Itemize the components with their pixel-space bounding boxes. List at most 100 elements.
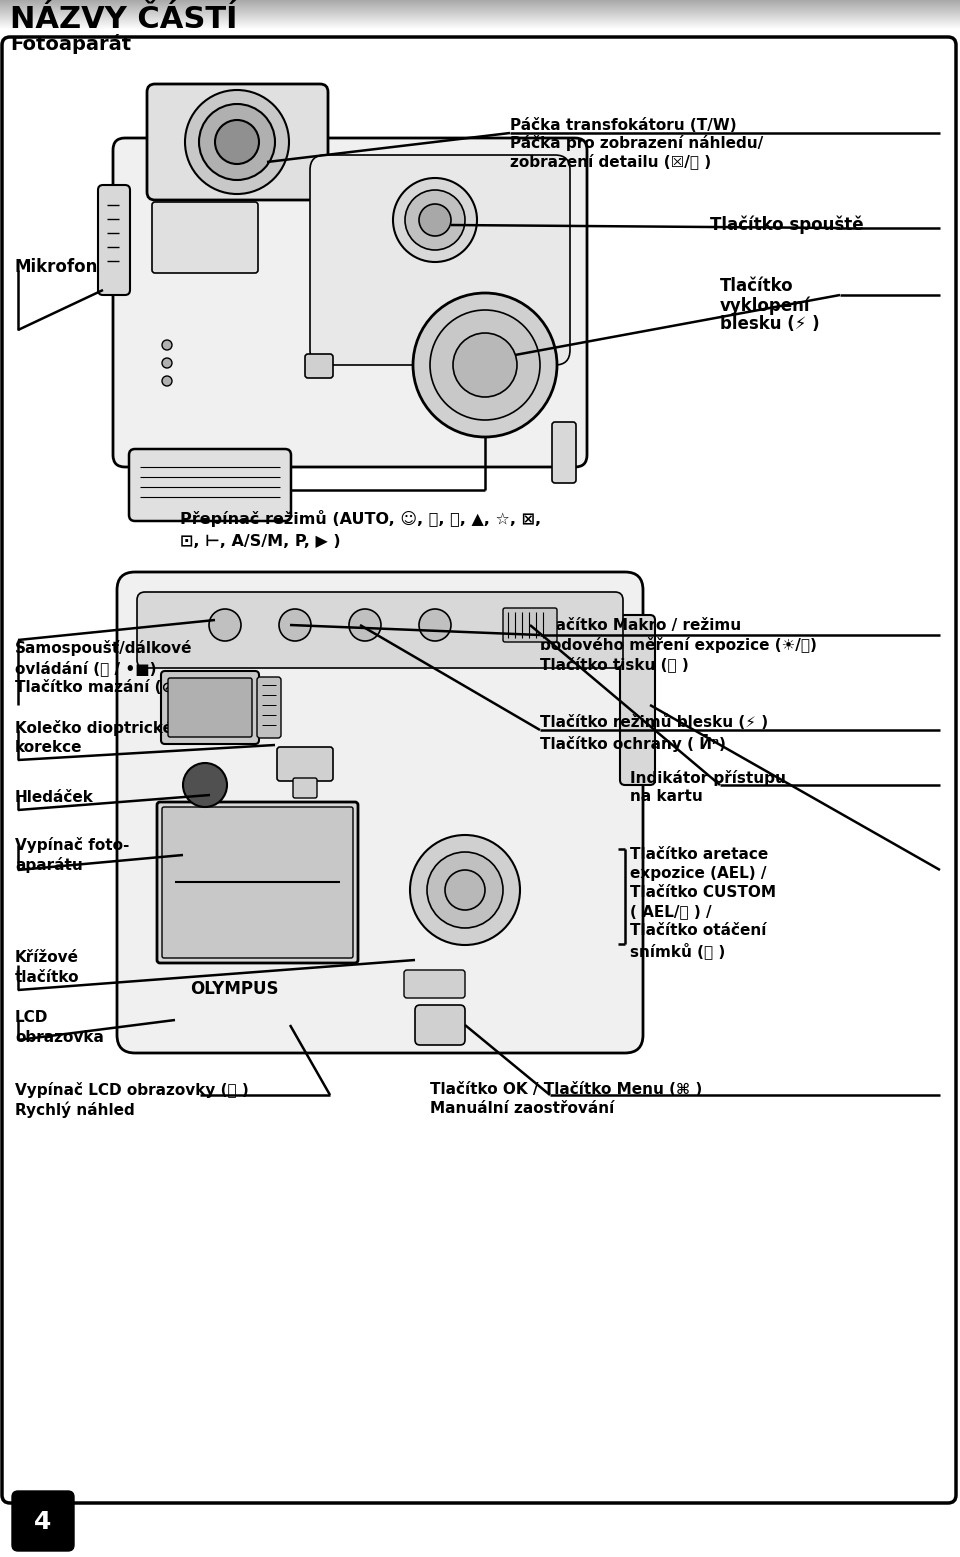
Circle shape [162, 358, 172, 367]
Circle shape [413, 293, 557, 438]
Text: Quick View: Quick View [410, 982, 452, 992]
FancyBboxPatch shape [503, 607, 557, 641]
Text: ☀: ☀ [278, 620, 287, 631]
Text: AEL/⎕: AEL/⎕ [283, 763, 306, 772]
Text: Kolečko dioptrické: Kolečko dioptrické [15, 719, 173, 736]
Text: aparátu: aparátu [15, 856, 83, 873]
FancyBboxPatch shape [137, 592, 623, 668]
FancyBboxPatch shape [129, 448, 291, 522]
FancyBboxPatch shape [117, 571, 643, 1053]
Circle shape [393, 177, 477, 262]
Circle shape [445, 870, 485, 909]
Text: ▲: ▲ [457, 853, 463, 863]
Text: Tlačítko: Tlačítko [720, 277, 794, 294]
Text: ⏲: ⏲ [210, 620, 216, 631]
Text: ⚡: ⚡ [312, 367, 319, 377]
FancyBboxPatch shape [113, 139, 587, 467]
Text: Tlačítko tisku (⎙ ): Tlačítko tisku (⎙ ) [540, 655, 688, 671]
Text: Tlačítko Makro / režimu: Tlačítko Makro / režimu [540, 618, 741, 634]
Text: ▶: ▶ [489, 886, 495, 895]
Text: Fotoaparát: Fotoaparát [10, 34, 132, 54]
Text: tlačítko: tlačítko [15, 970, 80, 986]
Circle shape [419, 609, 451, 641]
Text: ovládání (⏲ / •■): ovládání (⏲ / •■) [15, 660, 156, 676]
Text: A/S/M: A/S/M [495, 336, 513, 343]
Text: Rychlý náhled: Rychlý náhled [15, 1101, 134, 1118]
Text: Křížové: Křížové [15, 950, 79, 965]
FancyBboxPatch shape [12, 1492, 74, 1551]
FancyBboxPatch shape [310, 156, 570, 364]
FancyBboxPatch shape [162, 807, 353, 958]
Text: Mikrofon: Mikrofon [15, 258, 98, 276]
Circle shape [185, 90, 289, 195]
Text: ⚡: ⚡ [349, 620, 356, 631]
Circle shape [199, 104, 275, 181]
Text: AUTO: AUTO [455, 355, 479, 364]
Text: vyklopení: vyklopení [720, 296, 810, 315]
Text: zobrazení detailu (☒/⌕ ): zobrazení detailu (☒/⌕ ) [510, 153, 711, 168]
Text: Manuální zaostřování: Manuální zaostřování [430, 1101, 614, 1116]
Text: Tlačítko režimů blesku (⚡ ): Tlačítko režimů blesku (⚡ ) [540, 715, 768, 730]
Text: NÁZVY ČÁSTÍ: NÁZVY ČÁSTÍ [10, 5, 237, 34]
Circle shape [430, 310, 540, 420]
Circle shape [427, 852, 503, 928]
FancyBboxPatch shape [152, 202, 258, 272]
Text: Samospoušť/dálkové: Samospoušť/dálkové [15, 640, 193, 655]
Text: Tlačítko spouště: Tlačítko spouště [710, 215, 864, 234]
Text: Páčka transfokátoru (T/W): Páčka transfokátoru (T/W) [510, 118, 736, 132]
Text: Tlačítko CUSTOM: Tlačítko CUSTOM [630, 884, 776, 900]
FancyBboxPatch shape [2, 37, 956, 1503]
Circle shape [162, 375, 172, 386]
Text: LCD: LCD [15, 1010, 48, 1025]
FancyBboxPatch shape [293, 778, 317, 799]
Circle shape [162, 339, 172, 350]
Text: Tlačítko ochrany ( Ӣⁿ): Tlačítko ochrany ( Ӣⁿ) [540, 733, 726, 752]
Circle shape [419, 204, 451, 237]
Circle shape [405, 190, 465, 251]
FancyBboxPatch shape [552, 422, 576, 483]
Circle shape [209, 609, 241, 641]
FancyBboxPatch shape [147, 84, 328, 199]
FancyBboxPatch shape [404, 970, 465, 998]
Text: Tlačítko otáčení: Tlačítko otáčení [630, 923, 766, 937]
Text: Tlačítko mazání (⊘ ): Tlačítko mazání (⊘ ) [15, 680, 186, 694]
Text: Tlačítko OK / Tlačítko Menu (⌘ ): Tlačítko OK / Tlačítko Menu (⌘ ) [430, 1082, 703, 1098]
Text: ▼: ▼ [457, 919, 463, 926]
FancyBboxPatch shape [257, 677, 281, 738]
Text: ⎕: ⎕ [430, 1023, 436, 1032]
FancyBboxPatch shape [157, 802, 358, 962]
FancyBboxPatch shape [161, 671, 259, 744]
Text: POWER: POWER [183, 814, 214, 824]
Circle shape [349, 609, 381, 641]
FancyBboxPatch shape [415, 1004, 465, 1045]
FancyBboxPatch shape [168, 677, 252, 736]
Text: Vypínač LCD obrazovky (⎕ ): Vypínač LCD obrazovky (⎕ ) [15, 1082, 249, 1098]
Text: 4: 4 [35, 1510, 52, 1534]
Circle shape [183, 763, 227, 807]
Text: na kartu: na kartu [630, 789, 703, 803]
Text: expozice (AEL) /: expozice (AEL) / [630, 866, 766, 881]
Circle shape [453, 333, 517, 397]
FancyBboxPatch shape [98, 185, 130, 294]
Text: obrazovka: obrazovka [15, 1031, 104, 1045]
Text: OK: OK [446, 884, 464, 895]
Text: ( AEL/⎕ ) /: ( AEL/⎕ ) / [630, 905, 711, 919]
Text: OLYMPUS: OLYMPUS [190, 979, 278, 998]
FancyBboxPatch shape [277, 747, 333, 782]
Text: korekce: korekce [15, 740, 83, 755]
Text: Páčka pro zobrazení náhledu/: Páčka pro zobrazení náhledu/ [510, 135, 763, 151]
Text: blesku (⚡ ): blesku (⚡ ) [720, 315, 820, 333]
Text: Tlačítko aretace: Tlačítko aretace [630, 847, 768, 863]
Text: snímků (⎕ ): snímků (⎕ ) [630, 942, 725, 959]
Text: bodového měření expozice (☀/⎕): bodového měření expozice (☀/⎕) [540, 637, 817, 652]
Text: ◀: ◀ [425, 886, 431, 895]
Text: Vypínač foto-: Vypínač foto- [15, 838, 130, 853]
Text: Přepínač režimů (AUTO, ☺, ✨, ⛰, ▲, ☆, ⊠,: Přepínač režimů (AUTO, ☺, ✨, ⛰, ▲, ☆, ⊠, [180, 511, 541, 526]
FancyBboxPatch shape [305, 353, 333, 378]
Text: Indikátor přístupu: Indikátor přístupu [630, 771, 786, 786]
Text: ⊡, ⊢, A/S/M, P, ▶ ): ⊡, ⊢, A/S/M, P, ▶ ) [180, 534, 341, 550]
Circle shape [410, 835, 520, 945]
Text: Ӣ: Ӣ [420, 620, 426, 631]
Circle shape [279, 609, 311, 641]
FancyBboxPatch shape [620, 615, 655, 785]
